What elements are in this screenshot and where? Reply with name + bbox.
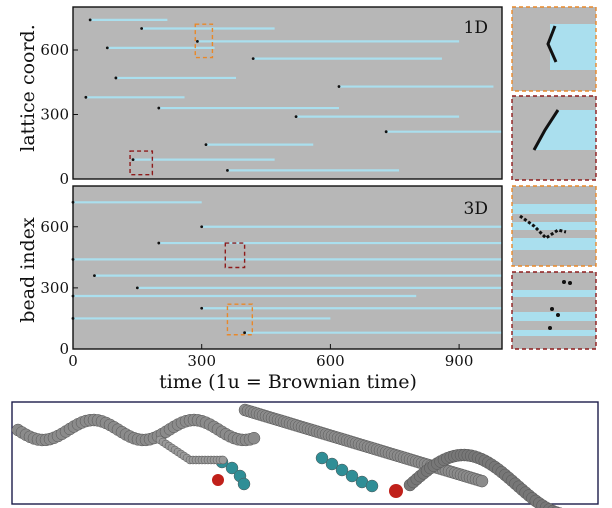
bottom-trace-start-2 [157, 241, 161, 245]
bead-red-1 [389, 484, 403, 498]
bead-red-0 [212, 474, 224, 486]
bottom-xtick-label-3: 900 [445, 352, 474, 370]
top-trace-start-4 [251, 57, 255, 60]
bottom-yticks: 0 300 600 [40, 218, 78, 358]
top-trace-start-1 [140, 27, 144, 30]
top-trace-start-6 [337, 85, 341, 88]
top-trace-start-8 [157, 106, 161, 110]
bead-teal2-1 [225, 461, 239, 475]
bottom-plot-bg [73, 186, 502, 349]
bead-teal-0 [315, 451, 329, 465]
bottom-panel: 3D 0 300 600 0 300 600 900 time (1u = Brownia… [40, 185, 503, 393]
top-trace-start-10 [384, 130, 388, 134]
top-ytick-label-0: 0 [59, 170, 69, 188]
bottom-trace-start-7 [200, 306, 204, 310]
bottom-xtick-label-0: 0 [68, 352, 78, 370]
top-trace-start-13 [226, 169, 229, 172]
top-ylabel: lattice coord. [17, 24, 39, 151]
bead-mid-79 [475, 474, 489, 488]
bottom-highlights [224, 242, 254, 336]
bottom-plot-frame [72, 185, 503, 350]
bead-left-59 [247, 431, 261, 445]
top-trace-start-7 [84, 95, 88, 99]
top-ytick-label-2: 600 [40, 41, 69, 59]
bottom-trace-start-1 [200, 225, 204, 229]
top-highlights [129, 23, 214, 176]
bead-teal-1 [325, 457, 339, 471]
top-trace-start-9 [294, 115, 298, 119]
inset-top-orange [511, 6, 597, 92]
top-trace-start-2 [196, 40, 199, 43]
top-trace-start-12 [131, 158, 135, 162]
bottom-mode-label: 3D [464, 199, 488, 219]
bottom-ylabel: bead index [17, 217, 39, 323]
bead-teal-3 [345, 469, 359, 483]
bottom-ytick-label-1: 300 [40, 279, 69, 297]
top-trace-start-5 [114, 76, 118, 80]
bottom-ytick-label-2: 600 [40, 218, 69, 236]
bead-chain-image [11, 401, 599, 508]
bead-hang-21 [218, 455, 228, 465]
top-highlight-box-0 [194, 23, 214, 59]
bottom-highlight-box-0 [224, 242, 246, 269]
bead-teal-5 [365, 479, 379, 493]
top-highlight-box-1 [129, 150, 154, 176]
top-plot-bg [73, 7, 502, 179]
bottom-xticks: 0 300 600 900 [68, 344, 473, 370]
top-traces [84, 18, 502, 172]
inset-bottom-orange [511, 185, 597, 267]
bottom-xtick-label-1: 300 [187, 352, 216, 370]
bead-teal-2 [335, 463, 349, 477]
top-panel: 1D 0 300 600 [40, 6, 503, 188]
bottom-trace-start-4 [93, 274, 96, 278]
bottom-ytick-label-0: 0 [59, 340, 69, 358]
top-plot-frame [72, 6, 503, 180]
top-mode-label: 1D [464, 18, 488, 38]
top-ytick-label-1: 300 [40, 106, 69, 124]
bottom-xlabel: time (1u = Brownian time) [159, 371, 417, 393]
top-trace-start-0 [88, 18, 92, 22]
bottom-trace-start-5 [135, 286, 139, 290]
inset-top-red [511, 95, 597, 181]
inset-bottom-red [511, 271, 597, 350]
bottom-trace-start-9 [243, 331, 247, 335]
bottom-xtick-label-2: 600 [316, 352, 345, 370]
top-trace-start-3 [105, 46, 109, 50]
top-trace-start-11 [204, 143, 208, 147]
top-yticks: 0 300 600 [40, 41, 78, 188]
bead-teal2-3 [237, 477, 251, 491]
bottom-traces [71, 200, 502, 335]
